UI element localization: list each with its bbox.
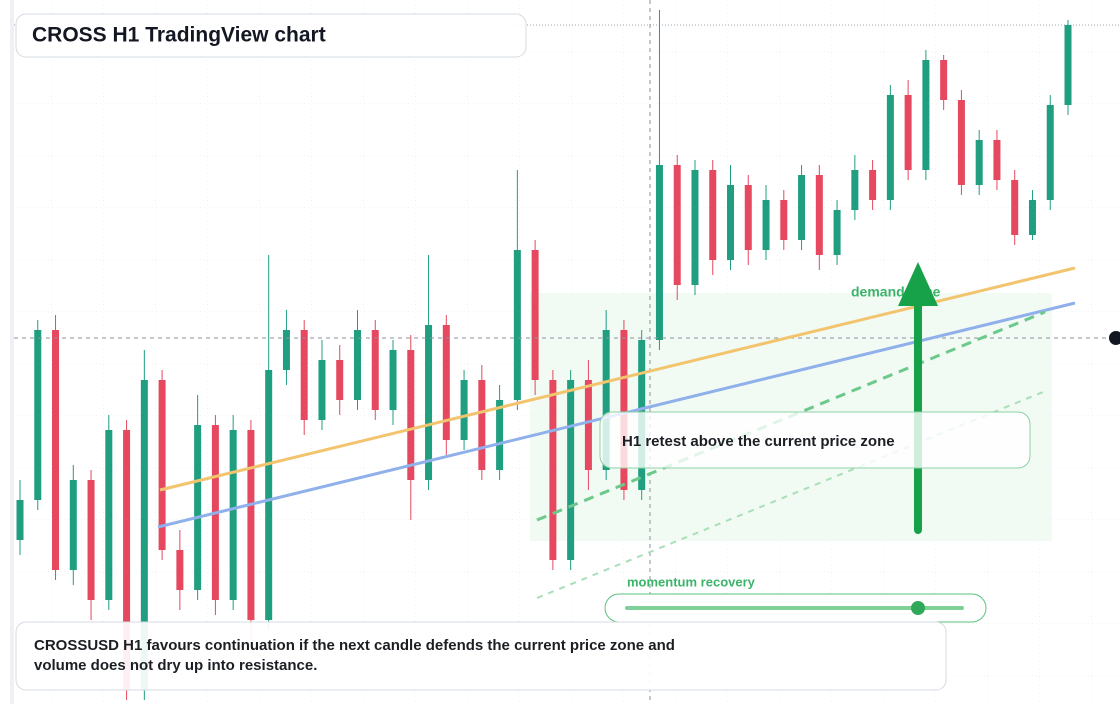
- candle-body: [69, 480, 77, 570]
- candle-body: [318, 360, 326, 420]
- candle-body: [34, 330, 42, 500]
- candle-body: [442, 325, 450, 440]
- candle-body: [353, 330, 361, 400]
- candle-body: [247, 430, 255, 620]
- arrow-head: [898, 262, 938, 306]
- candle-body: [282, 330, 290, 370]
- chart-title: CROSS H1 TradingView chart: [32, 24, 326, 47]
- candle-body: [478, 380, 486, 470]
- candle-body: [425, 325, 433, 480]
- candle-body: [87, 480, 95, 600]
- candle-body: [140, 380, 148, 690]
- candle-body: [229, 430, 237, 600]
- candle-body: [940, 60, 948, 100]
- candle-body: [833, 210, 841, 255]
- candle-body: [158, 380, 166, 550]
- candle-body: [673, 165, 681, 285]
- note-box: [15, 621, 947, 691]
- candle-body: [265, 370, 273, 620]
- momentum-knob: [911, 601, 925, 615]
- candle-body: [531, 250, 539, 380]
- candle-body: [691, 170, 699, 285]
- note-wrap: CROSSUSD H1 favours continuation if the …: [34, 637, 675, 674]
- candle-body: [407, 350, 415, 480]
- candle-body: [460, 380, 468, 440]
- candle-body: [762, 200, 770, 250]
- candle-body: [780, 200, 788, 240]
- candle-body: [904, 95, 912, 170]
- candle-body: [371, 330, 379, 410]
- title-box: [15, 13, 527, 58]
- crosshair-marker: [1109, 331, 1120, 345]
- momentum-label: momentum recovery: [627, 574, 756, 589]
- retest-label: H1 retest above the current price zone: [622, 433, 895, 450]
- candle-body: [886, 95, 894, 200]
- candle-body: [815, 175, 823, 255]
- candle-body: [105, 430, 113, 600]
- candle-body: [1064, 25, 1072, 105]
- candle-body: [798, 175, 806, 240]
- candle-body: [602, 330, 610, 470]
- candle-body: [389, 350, 397, 410]
- candle-body: [727, 185, 735, 260]
- candle-body: [957, 100, 965, 185]
- candle-body: [549, 380, 557, 560]
- candle-body: [194, 425, 202, 590]
- candle-body: [709, 170, 717, 260]
- candle-body: [567, 380, 575, 560]
- candle-body: [123, 430, 131, 690]
- candle-body: [16, 500, 24, 540]
- candle-body: [584, 380, 592, 470]
- candle-body: [620, 330, 628, 490]
- retest-box: [599, 411, 1031, 469]
- candle-body: [851, 170, 859, 210]
- candle-body: [52, 330, 60, 570]
- candle-body: [496, 400, 504, 470]
- candle-body: [655, 165, 663, 340]
- note-text: CROSSUSD H1 favours continuation if the …: [34, 637, 675, 674]
- candle-body: [993, 140, 1001, 180]
- candle-body: [176, 550, 184, 590]
- candle-body: [922, 60, 930, 170]
- candle-body: [300, 330, 308, 420]
- candle-body: [869, 170, 877, 200]
- candle-body: [975, 140, 983, 185]
- candle-body: [1046, 105, 1054, 200]
- candle-body: [513, 250, 521, 400]
- candle-body: [1011, 180, 1019, 235]
- candle-body: [336, 360, 344, 400]
- candle-body: [744, 185, 752, 250]
- left-edge: [10, 0, 14, 704]
- candle-body: [1028, 200, 1036, 235]
